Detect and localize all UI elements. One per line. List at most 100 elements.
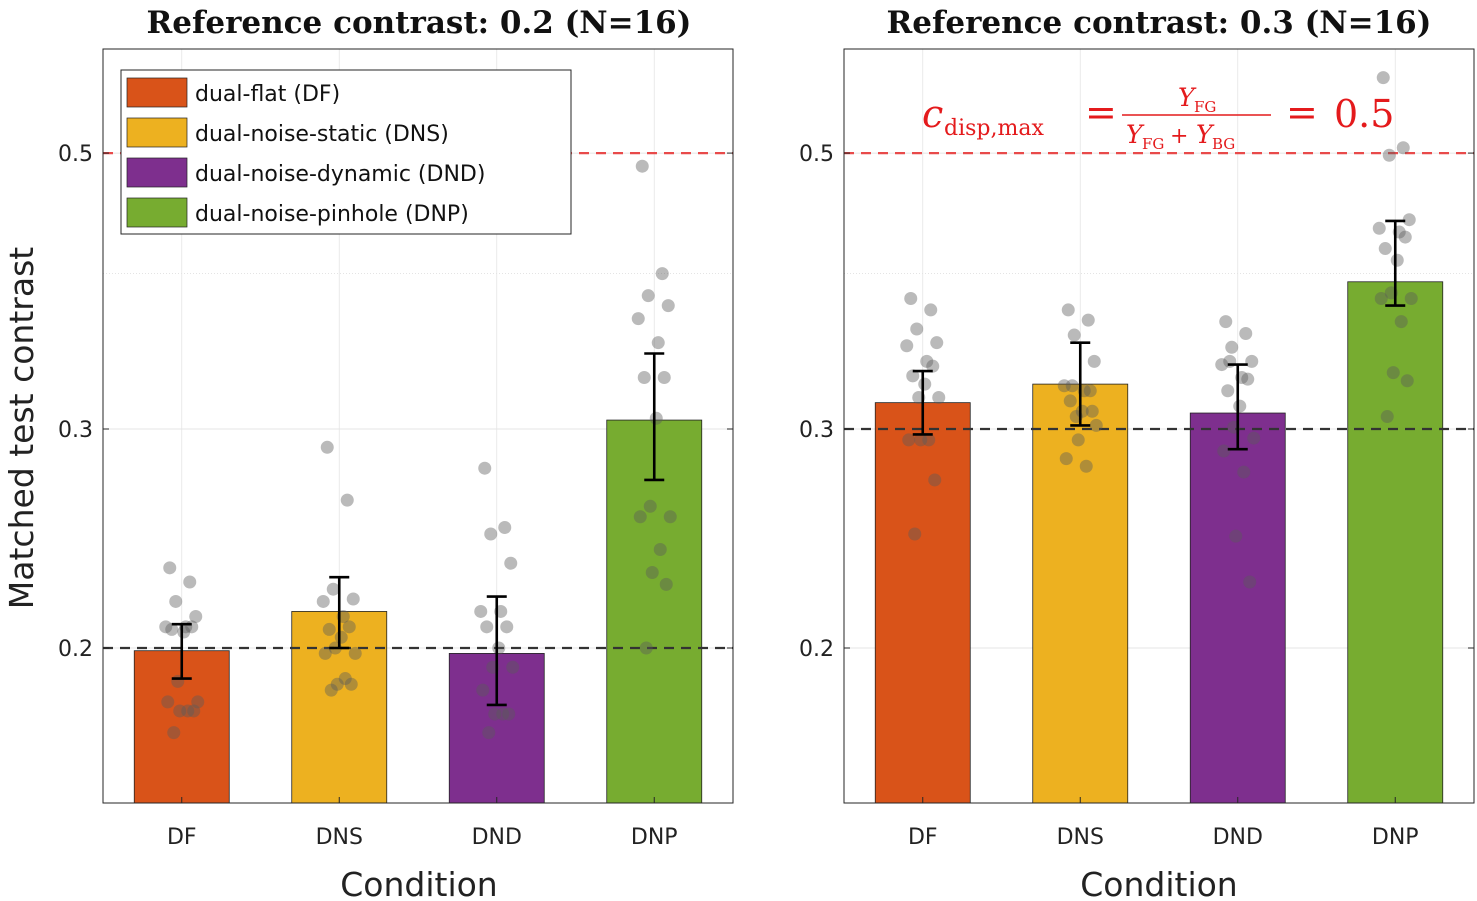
data-point (906, 369, 920, 383)
data-point (1063, 394, 1077, 408)
data-point (1083, 384, 1097, 398)
data-point (330, 677, 344, 691)
right-data-points (900, 71, 1418, 589)
data-point (653, 543, 667, 557)
data-point (496, 707, 510, 721)
data-point (322, 622, 336, 636)
y-axis-label: Matched test contrast (2, 247, 41, 609)
data-point (1089, 418, 1103, 432)
data-point (348, 646, 362, 660)
data-point (492, 641, 506, 655)
data-point (177, 625, 191, 639)
data-point (1223, 354, 1237, 368)
data-point (1398, 230, 1412, 244)
data-point (159, 620, 173, 634)
data-point (169, 594, 183, 608)
left-data-points (159, 159, 677, 740)
data-point (659, 577, 673, 591)
data-point (1061, 303, 1075, 317)
data-point (318, 646, 332, 660)
legend-label-dnd: dual-noise-dynamic (DND) (195, 162, 485, 187)
y-tick-label: 0.2 (58, 637, 93, 662)
equation-denominator-y1: Y (1126, 120, 1145, 149)
legend-label-dnp: dual-noise-pinhole (DNP) (195, 202, 469, 227)
data-point (1386, 366, 1400, 380)
data-point (340, 493, 354, 507)
data-point (926, 359, 940, 373)
equation-denominator-plus: + (1170, 124, 1188, 149)
right-ticks: DF DNS DND DNP 0.2 0.3 0.5 (799, 142, 1474, 850)
bar-df (874, 402, 971, 804)
equation-denominator-y1-subscript: FG (1142, 135, 1164, 153)
data-point (1380, 410, 1394, 424)
y-tick-label: 0.5 (799, 142, 834, 167)
data-point (1241, 372, 1255, 386)
data-point (1396, 141, 1410, 155)
data-point (476, 683, 490, 697)
x-tick-label: DNS (1057, 825, 1104, 850)
bar-dns (1032, 383, 1129, 804)
data-point (1071, 433, 1085, 447)
data-point (502, 707, 516, 721)
data-point (165, 622, 179, 636)
data-point (649, 411, 663, 425)
data-point (181, 704, 195, 718)
data-point (637, 371, 651, 385)
data-point (342, 620, 356, 634)
right-panel-title: Reference contrast: 0.3 (N=16) (887, 5, 1432, 41)
data-point (500, 620, 514, 634)
data-point (187, 704, 201, 718)
data-point (655, 267, 669, 281)
data-point (1059, 452, 1073, 466)
legend-box (120, 69, 572, 235)
data-point (1081, 313, 1095, 327)
left-panel: Reference contrast: 0.2 (N=16) Matched t… (2, 5, 734, 901)
right-reference-lines (844, 151, 1474, 431)
data-point (1067, 328, 1081, 342)
x-tick-label: DND (1213, 825, 1263, 850)
x-tick-label: DF (908, 825, 938, 850)
data-point (183, 575, 197, 589)
right-bars (874, 281, 1444, 804)
left-error-bars (171, 352, 665, 707)
data-point (1243, 575, 1257, 589)
data-point (904, 291, 918, 305)
data-point (1087, 354, 1101, 368)
legend-swatch-dnp (126, 197, 188, 228)
data-point (346, 592, 360, 606)
data-point (920, 354, 934, 368)
left-x-axis-label: Condition (340, 865, 497, 901)
data-point (191, 695, 205, 709)
data-point (1378, 242, 1392, 256)
right-error-bars (912, 219, 1406, 451)
data-point (1221, 384, 1235, 398)
data-point (900, 339, 914, 353)
data-point (1065, 379, 1079, 393)
data-point (506, 660, 520, 674)
data-point (320, 440, 334, 454)
left-bars (133, 419, 703, 804)
left-axes-box (102, 48, 734, 804)
data-point (657, 371, 671, 385)
y-tick-label: 0.3 (799, 418, 834, 443)
data-point (1372, 221, 1386, 235)
data-point (663, 510, 677, 524)
y-tick-label: 0.5 (58, 142, 93, 167)
data-point (338, 672, 352, 686)
equation-lhs: c (922, 92, 943, 136)
data-point (480, 620, 494, 634)
left-panel-title: Reference contrast: 0.2 (N=16) (147, 5, 692, 41)
legend-swatch-df (126, 77, 188, 108)
data-point (908, 527, 922, 541)
right-x-axis-label: Condition (1080, 865, 1237, 901)
data-point (1225, 340, 1239, 354)
data-point (928, 473, 942, 487)
data-point (1390, 253, 1404, 267)
data-point (651, 336, 665, 350)
data-point (1057, 379, 1071, 393)
equation-numerator-subscript: FG (1194, 98, 1216, 116)
data-point (910, 322, 924, 336)
data-point (498, 520, 512, 534)
legend-label-dns: dual-noise-static (DNS) (195, 122, 449, 147)
